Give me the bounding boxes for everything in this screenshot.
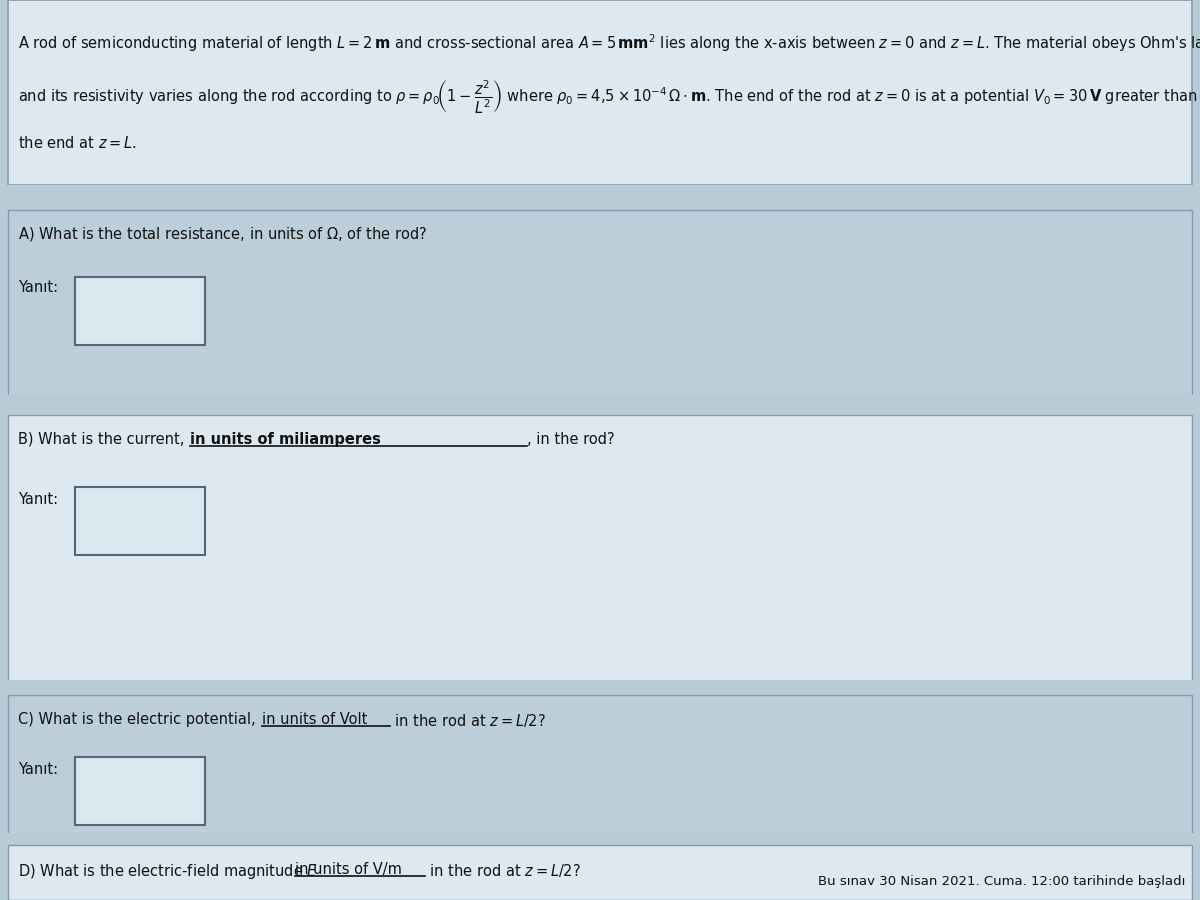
Text: A rod of semiconducting material of length $L=2\,\mathbf{m}$ and cross-sectional: A rod of semiconducting material of leng… (18, 32, 1200, 54)
Bar (8, 210, 1192, 400)
Bar (0, 833, 1200, 845)
Bar (0, 395, 1200, 415)
Text: B) What is the current,: B) What is the current, (18, 432, 190, 447)
Bar (8, 845, 1192, 900)
Bar (8, 695, 1192, 835)
Text: A) What is the total resistance, in units of $\Omega$, of the rod?: A) What is the total resistance, in unit… (18, 225, 427, 243)
Text: and its resistivity varies along the rod according to $\rho=\rho_0\!\left(1-\dfr: and its resistivity varies along the rod… (18, 78, 1198, 116)
Text: Yanıt:: Yanıt: (18, 762, 58, 777)
Bar (0, 680, 1200, 695)
Text: in units of V/m: in units of V/m (295, 862, 402, 877)
Text: the end at $z=L$.: the end at $z=L$. (18, 135, 137, 151)
Bar (74, 487, 205, 555)
Text: , in the rod?: , in the rod? (527, 432, 614, 447)
Text: in the rod at $z=L/2$?: in the rod at $z=L/2$? (425, 862, 581, 879)
Text: Yanıt:: Yanıt: (18, 280, 58, 295)
Bar (8, 0, 1192, 185)
Text: Yanıt:: Yanıt: (18, 492, 58, 507)
Bar (8, 415, 1192, 685)
Bar (0, 185, 1200, 210)
Text: in units of ​miliamperes: in units of ​miliamperes (190, 432, 380, 447)
Bar (74, 757, 205, 825)
Text: Bu sınav 30 Nisan 2021. Cuma. 12:00 tarihinde başladı: Bu sınav 30 Nisan 2021. Cuma. 12:00 tari… (817, 875, 1186, 888)
Text: C) What is the electric potential,: C) What is the electric potential, (18, 712, 260, 727)
Text: in the rod at $z=L/2$?: in the rod at $z=L/2$? (390, 712, 546, 729)
Text: in units of Volt: in units of Volt (262, 712, 367, 727)
Bar (74, 277, 205, 345)
Text: D) What is the electric-field magnitude $E$: D) What is the electric-field magnitude … (18, 862, 318, 881)
